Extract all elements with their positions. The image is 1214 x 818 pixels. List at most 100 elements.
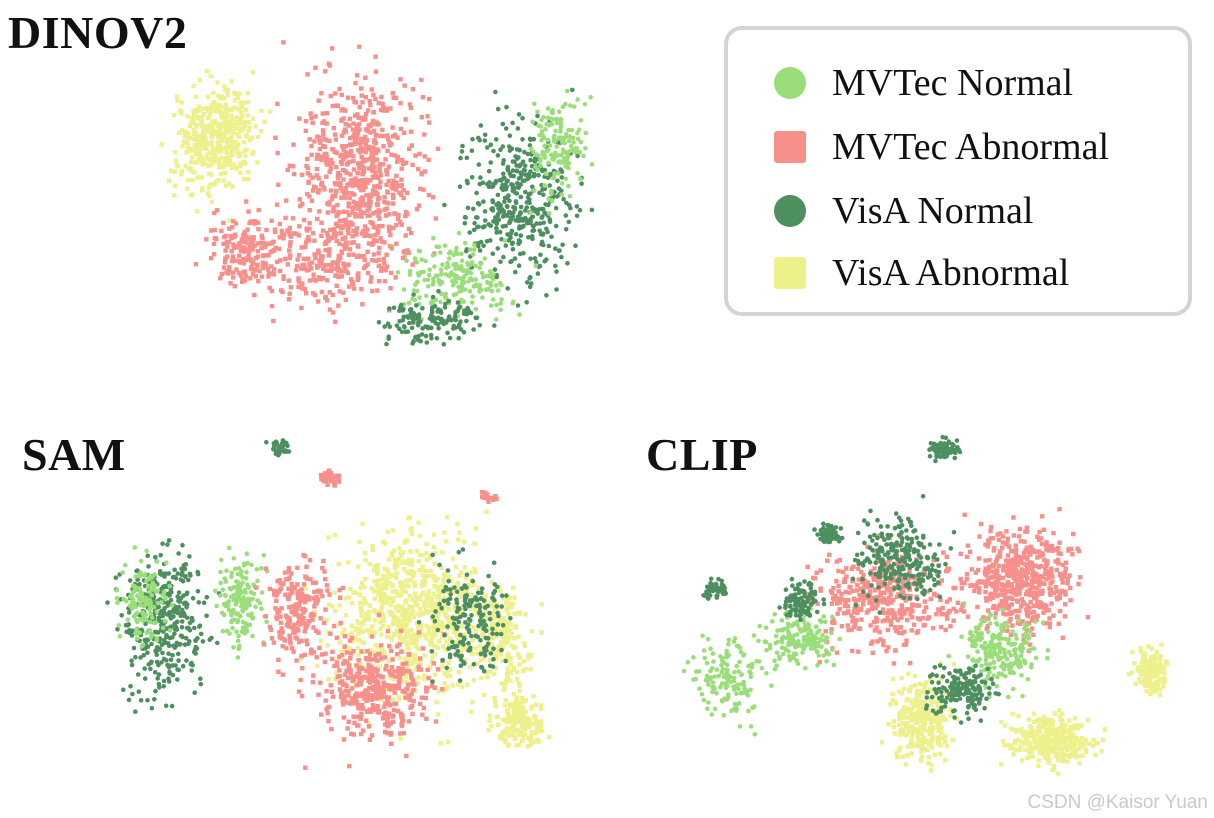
scatter-point xyxy=(397,319,402,324)
scatter-point xyxy=(190,177,195,183)
scatter-point xyxy=(380,223,385,229)
scatter-point xyxy=(361,210,366,215)
scatter-point xyxy=(526,175,532,181)
scatter-point xyxy=(230,625,235,631)
scatter-point xyxy=(375,568,380,573)
scatter-point xyxy=(442,530,447,535)
scatter-point xyxy=(377,245,382,251)
scatter-point xyxy=(375,658,380,663)
scatter-point xyxy=(148,666,153,672)
scatter-point xyxy=(133,631,139,637)
scatter-point xyxy=(356,637,361,643)
scatter-point xyxy=(420,646,426,651)
scatter-point xyxy=(338,255,343,261)
scatter-point xyxy=(406,629,411,634)
scatter-point xyxy=(420,564,425,569)
scatter-point xyxy=(183,134,188,139)
scatter-point xyxy=(463,595,469,600)
scatter-point xyxy=(218,124,224,129)
scatter-point xyxy=(346,252,352,258)
scatter-point xyxy=(358,209,363,214)
scatter-point xyxy=(140,642,146,647)
scatter-point xyxy=(975,604,980,610)
scatter-point xyxy=(409,526,414,531)
scatter-point xyxy=(341,177,346,182)
scatter-point xyxy=(133,654,138,660)
scatter-point xyxy=(354,73,360,78)
scatter-point xyxy=(458,663,464,668)
scatter-point xyxy=(199,136,204,141)
scatter-point xyxy=(363,688,369,693)
scatter-point xyxy=(354,626,359,631)
scatter-point xyxy=(314,156,320,161)
scatter-point xyxy=(456,537,461,542)
scatter-point xyxy=(386,164,392,169)
scatter-point xyxy=(495,610,500,616)
scatter-point xyxy=(412,583,418,589)
scatter-point xyxy=(392,683,398,688)
scatter-point xyxy=(1085,615,1091,620)
scatter-point xyxy=(372,232,378,238)
scatter-point xyxy=(500,645,505,650)
scatter-point xyxy=(377,161,383,167)
scatter-point xyxy=(407,320,412,326)
scatter-point xyxy=(137,630,142,636)
scatter-point xyxy=(504,593,509,598)
scatter-point xyxy=(480,632,485,637)
scatter-point xyxy=(338,231,343,236)
scatter-point xyxy=(115,627,120,632)
scatter-point xyxy=(340,679,345,684)
scatter-point xyxy=(193,122,198,128)
scatter-point xyxy=(515,156,520,161)
scatter-point xyxy=(409,562,415,567)
scatter-point xyxy=(356,666,361,671)
scatter-point xyxy=(230,258,235,264)
scatter-point xyxy=(532,101,537,107)
scatter-point xyxy=(274,593,279,598)
scatter-point xyxy=(516,263,522,269)
scatter-point xyxy=(492,588,498,594)
scatter-point xyxy=(306,619,311,624)
scatter-point xyxy=(156,672,162,677)
scatter-point xyxy=(472,242,477,248)
scatter-point xyxy=(226,607,232,613)
scatter-point xyxy=(231,143,236,148)
scatter-point xyxy=(230,593,236,598)
scatter-point xyxy=(198,676,203,681)
scatter-point xyxy=(395,644,400,649)
scatter-point xyxy=(416,664,421,669)
scatter-point xyxy=(431,532,437,537)
scatter-point xyxy=(423,333,429,339)
scatter-point xyxy=(519,732,524,737)
scatter-point xyxy=(202,136,207,142)
scatter-point xyxy=(369,693,374,698)
scatter-point xyxy=(470,603,475,608)
scatter-point xyxy=(223,183,229,188)
scatter-point xyxy=(395,708,401,714)
scatter-point xyxy=(349,191,354,196)
scatter-point xyxy=(220,138,225,143)
scatter-point xyxy=(372,184,377,189)
scatter-point xyxy=(378,268,384,273)
scatter-point xyxy=(578,139,584,145)
scatter-point xyxy=(403,117,408,122)
scatter-point xyxy=(375,571,380,577)
scatter-point xyxy=(214,179,219,185)
scatter-point xyxy=(341,702,346,707)
scatter-point xyxy=(515,303,521,308)
scatter-point xyxy=(145,553,150,558)
scatter-point xyxy=(361,229,366,234)
scatter-point xyxy=(432,575,437,580)
scatter-point xyxy=(447,335,453,341)
scatter-point xyxy=(299,266,304,271)
scatter-point xyxy=(464,247,470,252)
scatter-point xyxy=(378,173,383,178)
scatter-point xyxy=(205,94,211,100)
scatter-point xyxy=(446,644,452,649)
scatter-point xyxy=(264,619,269,625)
scatter-point xyxy=(241,140,247,145)
scatter-point xyxy=(539,729,544,734)
scatter-point xyxy=(238,584,243,589)
scatter-point xyxy=(307,194,312,199)
scatter-point xyxy=(354,226,360,231)
